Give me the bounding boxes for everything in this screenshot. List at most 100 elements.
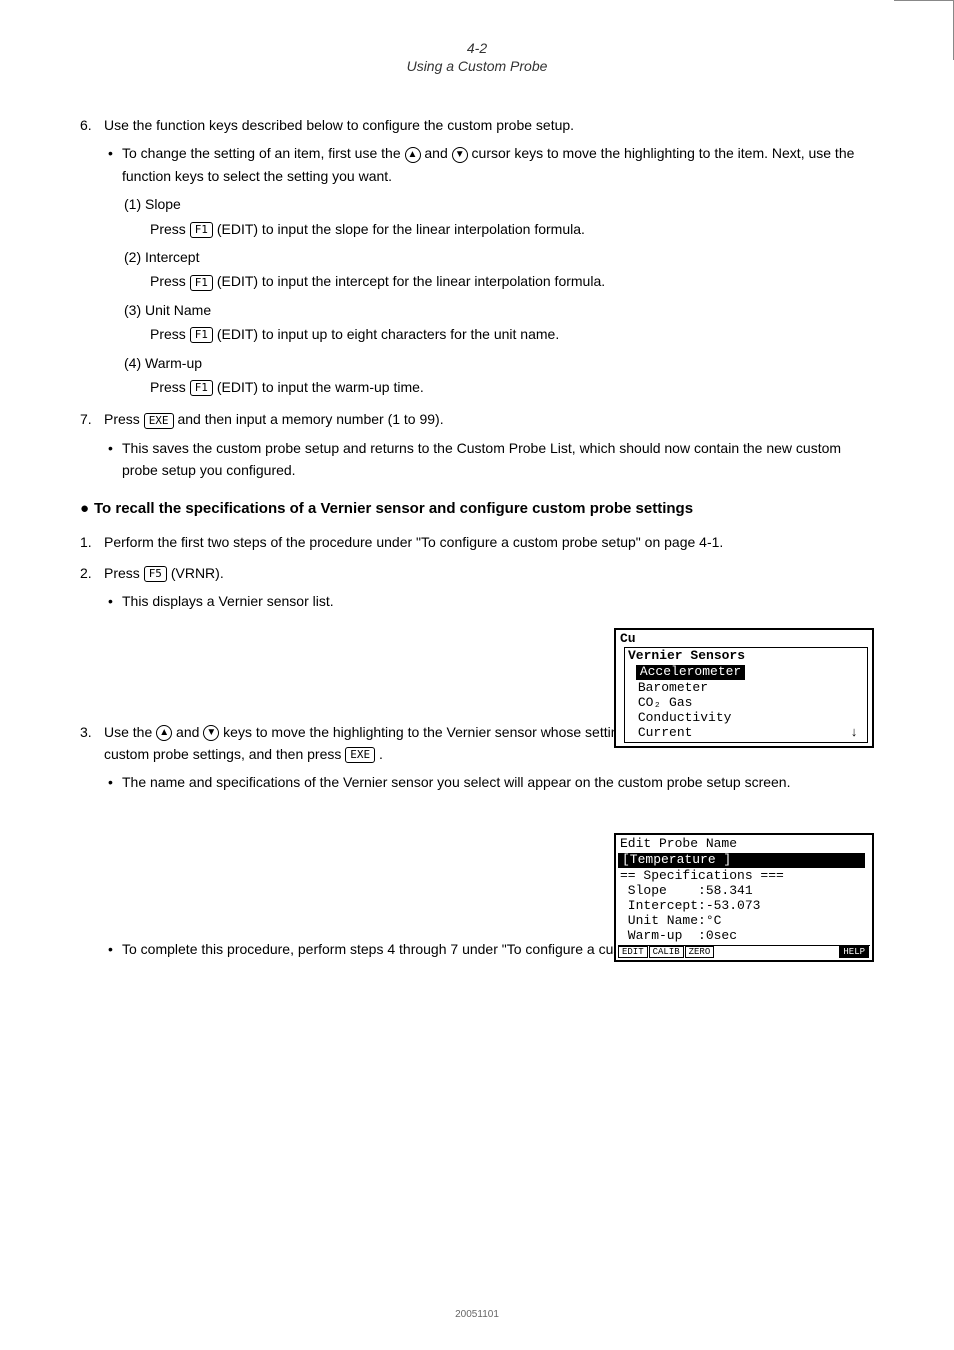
f1-key-icon: F1 xyxy=(190,275,213,291)
step-number: 6. xyxy=(80,114,104,398)
lcd-title: Cu xyxy=(618,632,870,647)
prefix: Press xyxy=(104,565,140,581)
action: (EDIT) to input the warm-up time. xyxy=(217,379,424,395)
suffix: (VRNR). xyxy=(171,565,224,581)
lcd-row: Slope :58.341 xyxy=(618,884,870,899)
down-cursor-icon: ▼ xyxy=(203,725,219,741)
text: and xyxy=(424,145,447,161)
lcd-text: Current xyxy=(638,725,693,740)
sub-text: Press F1 (EDIT) to input the intercept f… xyxy=(150,270,874,292)
prefix: Press xyxy=(150,221,186,237)
lcd-row: Intercept:-53.073 xyxy=(618,899,870,914)
text: To change the setting of an item, first … xyxy=(122,145,401,161)
lcd-row: Barometer xyxy=(628,681,864,696)
step-content: Use the function keys described below to… xyxy=(104,114,874,398)
bullet-mark: • xyxy=(108,142,122,187)
bullet-mark: • xyxy=(108,771,122,793)
lcd-highlight: Accelerometer xyxy=(636,665,745,680)
f1-key-icon: F1 xyxy=(190,380,213,396)
lcd-tab-edit: EDIT xyxy=(618,946,648,958)
sub-label: (2) Intercept xyxy=(124,246,874,268)
lcd-highlight-row: [Temperature ] xyxy=(618,852,870,869)
lcd-title: Edit Probe Name xyxy=(618,837,870,852)
action: (EDIT) to input the slope for the linear… xyxy=(217,221,585,237)
action: (EDIT) to input up to eight characters f… xyxy=(217,326,559,342)
bullet-text: This saves the custom probe setup and re… xyxy=(122,437,874,482)
step-6: 6. Use the function keys described below… xyxy=(80,114,874,398)
sub-item-slope: (1) Slope Press F1 (EDIT) to input the s… xyxy=(124,193,874,240)
lcd-row: Warm-up :0sec xyxy=(618,929,870,944)
bullet-item: • To change the setting of an item, firs… xyxy=(108,142,874,187)
corner-decoration xyxy=(894,0,954,60)
prefix: Use the xyxy=(104,724,152,740)
bullet-mark: • xyxy=(108,437,122,482)
action: (EDIT) to input the intercept for the li… xyxy=(217,273,605,289)
lcd-row: CO₂ Gas xyxy=(628,696,864,711)
up-cursor-icon: ▲ xyxy=(405,147,421,163)
mid: and xyxy=(176,724,199,740)
sub-label: (1) Slope xyxy=(124,193,874,215)
sub-item-intercept: (2) Intercept Press F1 (EDIT) to input t… xyxy=(124,246,874,293)
f1-key-icon: F1 xyxy=(190,327,213,343)
lcd-vernier-sensors: Cu Vernier Sensors Accelerometer Baromet… xyxy=(614,628,874,748)
lcd-text: Conductivity xyxy=(638,710,732,725)
sub-label: (4) Warm-up xyxy=(124,352,874,374)
bullet-content: To change the setting of an item, first … xyxy=(122,142,874,187)
section-bullet: ● xyxy=(80,497,94,521)
bullet-item: • This saves the custom probe setup and … xyxy=(108,437,874,482)
scroll-down-icon: ↓ xyxy=(850,726,858,741)
prefix: Press xyxy=(150,273,186,289)
lcd-tab-calib: CALIB xyxy=(649,946,684,958)
step-number: 1. xyxy=(80,531,104,553)
step-number: 7. xyxy=(80,408,104,481)
lcd-row: Conductivity xyxy=(628,711,864,726)
step-content: Press EXE and then input a memory number… xyxy=(104,408,874,481)
recall-step-2: 2. Press F5 (VRNR). • This displays a Ve… xyxy=(80,562,874,613)
exe-key-icon: EXE xyxy=(345,747,375,763)
sub-item-unitname: (3) Unit Name Press F1 (EDIT) to input u… xyxy=(124,299,874,346)
lcd-text: Barometer xyxy=(638,680,708,695)
lcd-row: Unit Name:°C xyxy=(618,914,870,929)
lcd-inner-box: Vernier Sensors Accelerometer Barometer … xyxy=(624,647,868,743)
lcd-highlight: [Temperature ] xyxy=(618,853,865,868)
prefix: Press xyxy=(104,411,140,427)
footer-number: 20051101 xyxy=(0,1309,954,1320)
period: . xyxy=(379,746,383,762)
step-text: Use the function keys described below to… xyxy=(104,117,574,133)
prefix: Press xyxy=(150,379,186,395)
sub-item-warmup: (4) Warm-up Press F1 (EDIT) to input the… xyxy=(124,352,874,399)
bullet-text: This displays a Vernier sensor list. xyxy=(122,590,874,612)
lcd-text: CO₂ Gas xyxy=(638,695,693,710)
prefix: Press xyxy=(150,326,186,342)
page-header: 4-2 Using a Custom Probe xyxy=(80,40,874,74)
step-number: 3. xyxy=(80,721,104,794)
lcd-tab-bar: EDIT CALIB ZERO HELP xyxy=(618,945,870,958)
f1-key-icon: F1 xyxy=(190,222,213,238)
section-heading-recall: ● To recall the specifications of a Vern… xyxy=(80,497,874,521)
sub-label: (3) Unit Name xyxy=(124,299,874,321)
bullet-text: The name and specifications of the Verni… xyxy=(122,771,874,793)
f5-key-icon: F5 xyxy=(144,566,167,582)
content-body: 6. Use the function keys described below… xyxy=(80,114,874,960)
up-cursor-icon: ▲ xyxy=(156,725,172,741)
section-title: To recall the specifications of a Vernie… xyxy=(94,497,693,521)
bullet-mark: • xyxy=(108,938,122,960)
sub-text: Press F1 (EDIT) to input up to eight cha… xyxy=(150,323,874,345)
page-title: Using a Custom Probe xyxy=(80,58,874,74)
sub-text: Press F1 (EDIT) to input the warm-up tim… xyxy=(150,376,874,398)
lcd-tab-help: HELP xyxy=(839,946,869,958)
lcd-box-title: Vernier Sensors xyxy=(628,649,864,664)
lcd-edit-probe: Edit Probe Name [Temperature ] == Specif… xyxy=(614,833,874,962)
recall-step-1: 1. Perform the first two steps of the pr… xyxy=(80,531,874,553)
step-content: Press F5 (VRNR). • This displays a Verni… xyxy=(104,562,874,613)
bullet-item: • This displays a Vernier sensor list. xyxy=(108,590,874,612)
step-text: Perform the first two steps of the proce… xyxy=(104,531,874,553)
step-number: 2. xyxy=(80,562,104,613)
lcd-row: == Specifications === xyxy=(618,869,870,884)
bullet-mark: • xyxy=(108,590,122,612)
down-cursor-icon: ▼ xyxy=(452,147,468,163)
lcd-tab-zero: ZERO xyxy=(685,946,715,958)
step-7: 7. Press EXE and then input a memory num… xyxy=(80,408,874,481)
bullet-item: • The name and specifications of the Ver… xyxy=(108,771,874,793)
lcd-highlight-row: Accelerometer xyxy=(628,664,864,681)
